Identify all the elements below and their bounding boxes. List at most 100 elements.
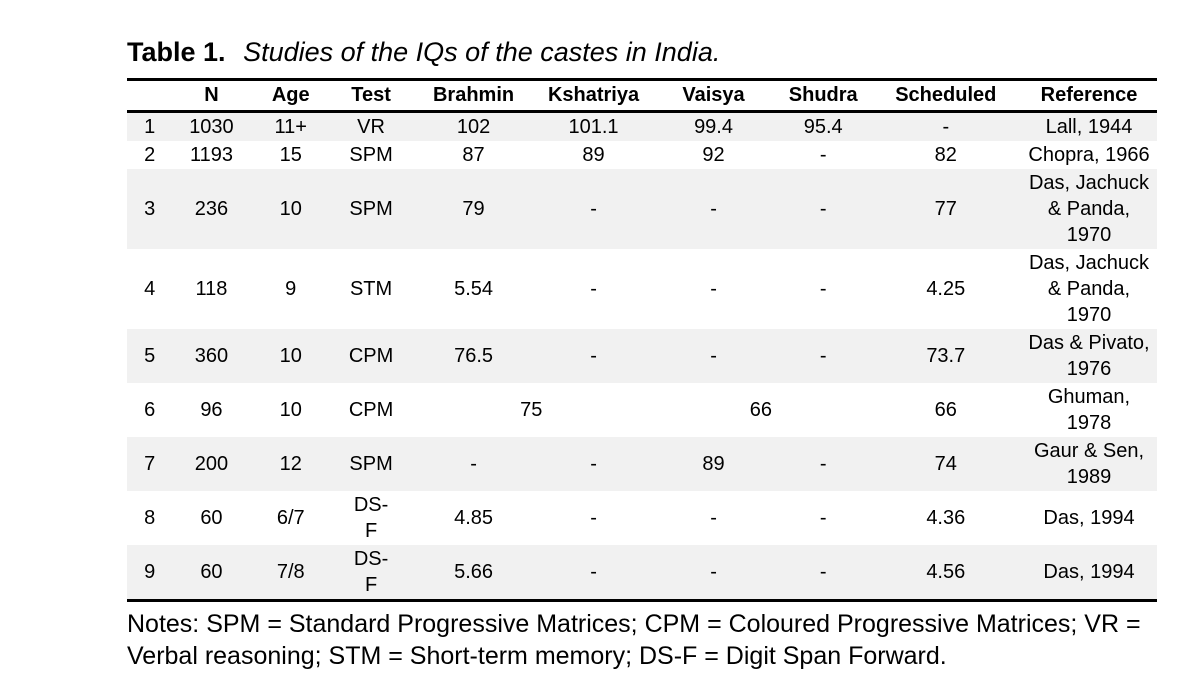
table-cell: 4 — [144, 278, 156, 300]
table-cell: Lall, 1944 — [1045, 116, 1133, 138]
table-title: Table 1. Studies of the IQs of the caste… — [127, 36, 1157, 69]
table-cell: SPM — [349, 144, 393, 166]
table-row: 5 360 10 CPM 76.5 - - - 73.7 Das & Pivato, 1976 — [127, 329, 1157, 383]
table-cell: - — [710, 561, 717, 583]
table-cell: Chopra, 1966 — [1028, 144, 1150, 166]
table-cell: 66 — [934, 399, 957, 421]
table-cell: - — [819, 345, 827, 367]
table-cell: Das, Jachuck & Panda, 1970 — [1028, 252, 1150, 326]
table-cell: 200 — [194, 453, 229, 475]
table-cell: 82 — [934, 144, 957, 166]
table-cell: DS- F — [353, 548, 389, 596]
table-caption: Studies of the IQs of the castes in Indi… — [243, 37, 721, 67]
table-cell: 60 — [200, 561, 223, 583]
table-row: 8 60 6/7 DS- F 4.85 - - - 4.36 Das, 1994 — [127, 491, 1157, 545]
table-cell: - — [590, 278, 597, 300]
table-cell: 6/7 — [276, 507, 305, 529]
table-cell: - — [942, 116, 950, 138]
table-cell: 15 — [279, 144, 302, 166]
table-cell: 11+ — [274, 116, 307, 138]
table-row: 9 60 7/8 DS- F 5.66 - - - 4.56 Das, 1994 — [127, 545, 1157, 601]
table-cell: SPM — [349, 198, 393, 220]
table-cell: 118 — [195, 278, 228, 300]
table-cell: 102 — [456, 116, 491, 138]
table-cell: 10 — [279, 198, 302, 220]
table-cell: 60 — [200, 507, 223, 529]
table-cell: CPM — [348, 345, 394, 367]
table-cell: 4.85 — [454, 507, 494, 529]
table-cell: 79 — [462, 198, 485, 220]
column-header: N — [172, 79, 251, 113]
table-cell: Gaur & Sen, 1989 — [1033, 440, 1145, 488]
table-cell: 4.56 — [926, 561, 966, 583]
table-header: N Age Test Brahmin Kshatriya Vaisya Shudra Sche… — [127, 79, 1157, 113]
header-row: N Age Test Brahmin Kshatriya Vaisya Shudra Sche… — [127, 79, 1157, 113]
table-cell: 101.1 — [568, 116, 619, 138]
table-cell: - — [590, 561, 597, 583]
table-cell: 75 — [520, 399, 543, 421]
table-cell: - — [590, 198, 597, 220]
table-cell: 1030 — [189, 116, 234, 138]
table-cell: 96 — [200, 399, 223, 421]
table-cell: - — [819, 507, 827, 529]
table-cell: DS- F — [353, 494, 389, 542]
table-cell: 4.25 — [926, 278, 966, 300]
table-cell: 77 — [934, 198, 957, 220]
table-row: 4 118 9 STM 5.54 - - - 4.25 Das, Jachuck & Panda,… — [127, 249, 1157, 329]
table-cell: - — [590, 345, 597, 367]
table-cell: Das, 1994 — [1043, 561, 1135, 583]
column-header: Brahmin — [411, 79, 536, 113]
table-cell: 95.4 — [803, 116, 843, 138]
table-notes: Notes: SPM = Standard Progressive Matric… — [127, 610, 1141, 670]
table-cell: 74 — [934, 453, 957, 475]
table-cell: 9 — [285, 278, 297, 300]
table-row: 6 96 10 CPM 75 66 66 Ghuman, 1978 — [127, 383, 1157, 437]
column-header: Scheduled — [870, 79, 1021, 113]
table-cell: VR — [357, 116, 385, 138]
column-header: Reference — [1020, 79, 1157, 113]
column-header: Kshatriya — [535, 79, 652, 113]
table-cell: 76.5 — [454, 345, 494, 367]
table-cell: - — [819, 561, 827, 583]
table-cell: - — [710, 278, 717, 300]
table-cell: STM — [349, 278, 393, 300]
table-cell: 73.7 — [926, 345, 966, 367]
table-cell: 7/8 — [276, 561, 305, 583]
column-header — [127, 79, 173, 113]
table-cell: 1193 — [189, 144, 233, 166]
table-row: 2 1193 15 SPM 87 89 92 - 82 Chopra, 1966 — [127, 141, 1157, 169]
table-cell: 89 — [702, 453, 725, 475]
table-cell: - — [819, 144, 827, 166]
table-body: 1 1030 11+ VR 102 101.1 99.4 95.4 - Lall, 1944 2 11… — [127, 111, 1157, 601]
table-cell: 6 — [144, 399, 156, 421]
table-row: 1 1030 11+ VR 102 101.1 99.4 95.4 - Lall, 1944 — [127, 111, 1157, 141]
table-cell: CPM — [348, 399, 394, 421]
iq-studies-table: N Age Test Brahmin Kshatriya Vaisya Shudra Sche… — [127, 78, 1157, 602]
table-cell: - — [819, 198, 827, 220]
table-cell: 5.54 — [454, 278, 494, 300]
table-cell: 92 — [702, 144, 725, 166]
column-header: Age — [250, 79, 331, 113]
table-cell: 10 — [279, 399, 302, 421]
table-cell: 5 — [144, 345, 156, 367]
table-cell: 236 — [194, 198, 229, 220]
table-cell: 9 — [144, 561, 156, 583]
column-header: Vaisya — [651, 79, 776, 113]
table-number-label: Table 1. — [127, 37, 226, 67]
table-figure: Table 1. Studies of the IQs of the caste… — [127, 36, 1157, 697]
table-cell: - — [710, 198, 717, 220]
table-cell: - — [710, 507, 717, 529]
table-cell: 99.4 — [694, 116, 733, 138]
table-cell: 66 — [749, 399, 773, 421]
table-cell: Ghuman, 1978 — [1047, 386, 1131, 434]
table-cell: - — [819, 278, 827, 300]
table-cell: 89 — [582, 144, 605, 166]
table-row: 7 200 12 SPM - - 89 - 74 Gaur & Sen, 1989 — [127, 437, 1157, 491]
table-cell: Das, Jachuck & Panda, 1970 — [1028, 172, 1150, 246]
table-cell: - — [819, 453, 827, 475]
table-cell: 1 — [144, 116, 156, 138]
table-cell: 7 — [144, 453, 156, 475]
table-cell: SPM — [349, 453, 393, 475]
table-cell: - — [590, 507, 597, 529]
table-cell: Das, 1994 — [1043, 507, 1135, 529]
